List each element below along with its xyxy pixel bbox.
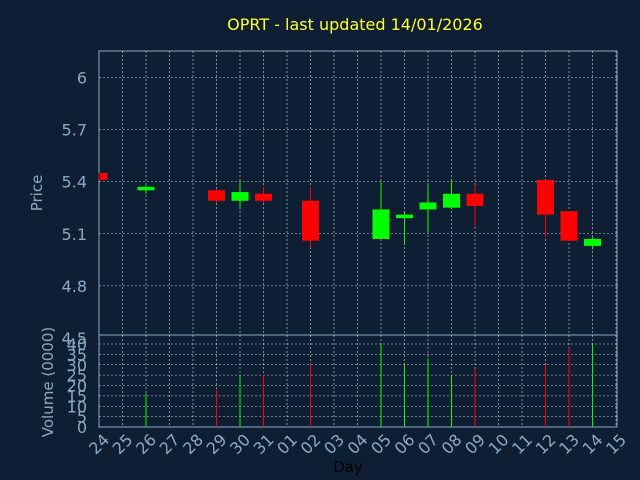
x-tick-label: 15 bbox=[602, 430, 630, 458]
candle-body bbox=[466, 193, 484, 206]
candle-body bbox=[302, 200, 319, 241]
price-tick-label: 4.8 bbox=[62, 277, 87, 296]
volume-tick-label: 0 bbox=[77, 418, 87, 437]
price-tick-label: 4.5 bbox=[62, 329, 87, 348]
volume-tick-label: 20 bbox=[67, 377, 87, 396]
candle-body bbox=[208, 190, 225, 201]
x-axis-label: Day bbox=[333, 458, 363, 476]
candle-body bbox=[584, 238, 601, 246]
chart-title: OPRT - last updated 14/01/2026 bbox=[227, 15, 483, 34]
candles bbox=[98, 172, 601, 250]
volume-bars bbox=[145, 344, 593, 427]
price-tick-label: 5.7 bbox=[62, 121, 87, 140]
candle-body bbox=[419, 202, 437, 210]
price-tick-label: 5.4 bbox=[62, 173, 87, 192]
candle-body bbox=[137, 186, 155, 191]
volume-plot-frame bbox=[98, 334, 618, 428]
price-tick-label: 6 bbox=[77, 68, 87, 87]
volume-tick-label: 5 bbox=[77, 408, 87, 427]
volume-tick-label: 40 bbox=[67, 335, 87, 354]
candle-body bbox=[560, 211, 578, 241]
candle-body bbox=[537, 179, 554, 215]
volume-grid bbox=[99, 335, 617, 427]
volume-tick-label: 30 bbox=[67, 356, 87, 375]
candle-body bbox=[255, 193, 272, 201]
volume-tick-label: 25 bbox=[67, 366, 87, 385]
volume-tick-label: 10 bbox=[67, 397, 87, 416]
candle-body bbox=[443, 193, 460, 208]
candle-body bbox=[231, 192, 249, 201]
candle-body bbox=[396, 214, 413, 219]
candle-body bbox=[372, 209, 390, 239]
volume-axis-label: Volume (0000) bbox=[39, 327, 57, 437]
x-axis-ticks: 2425262728293031010203040506070809101112… bbox=[85, 430, 630, 458]
volume-tick-label: 15 bbox=[67, 387, 87, 406]
price-axis-ticks: 6 5.7 5.4 5.1 4.8 4.5 bbox=[62, 68, 87, 348]
price-axis-label: Price bbox=[28, 175, 46, 212]
volume-tick-label: 35 bbox=[67, 345, 87, 364]
candle-body bbox=[100, 172, 108, 180]
price-tick-label: 5.1 bbox=[62, 225, 87, 244]
